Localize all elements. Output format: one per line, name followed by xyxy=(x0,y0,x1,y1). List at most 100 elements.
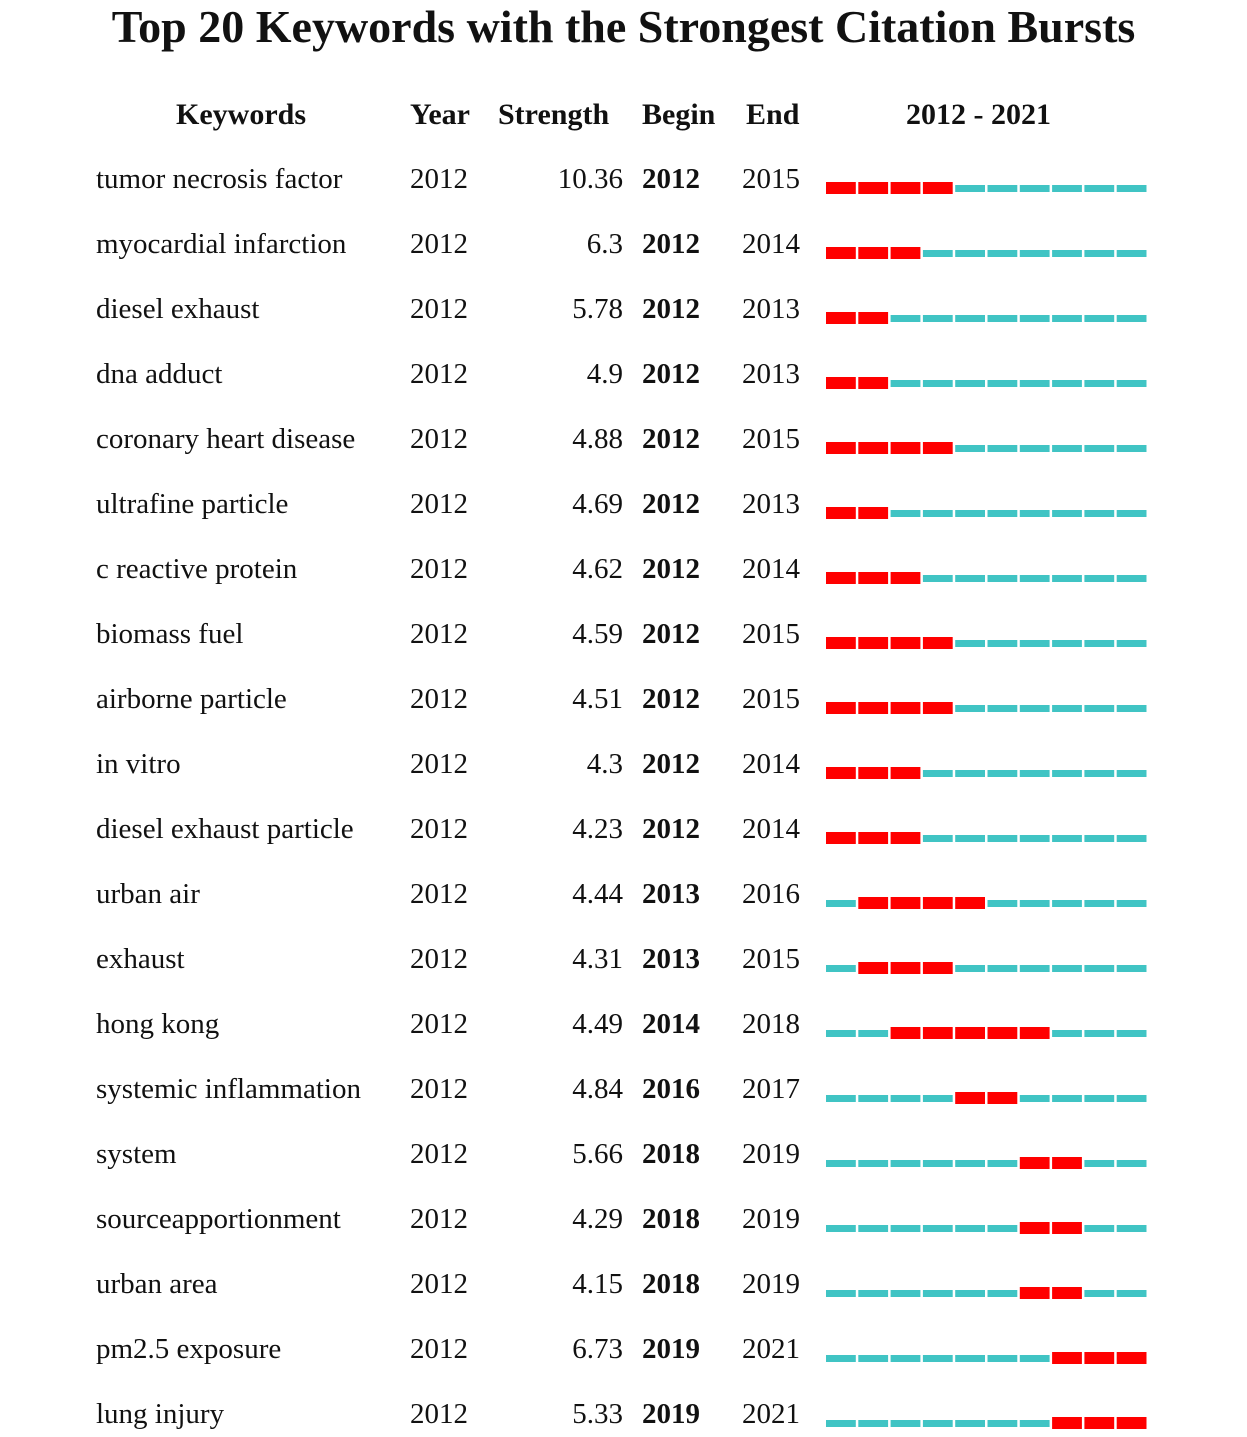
end: 2014 xyxy=(742,553,800,585)
begin: 2013 xyxy=(642,943,700,975)
year-segment xyxy=(1019,380,1050,387)
burst-segment xyxy=(922,1027,953,1039)
year-segment xyxy=(826,1095,856,1102)
year-segment xyxy=(1052,185,1082,192)
strength: 4.59 xyxy=(572,618,623,650)
keyword: ultrafine particle xyxy=(96,488,289,520)
year-segment xyxy=(922,1095,953,1102)
strength: 4.62 xyxy=(572,553,623,585)
burst-segment xyxy=(826,312,856,324)
keyword: diesel exhaust xyxy=(96,293,260,325)
year-segment xyxy=(1052,510,1082,517)
year-segment xyxy=(1116,510,1147,517)
year-segment xyxy=(1084,835,1115,842)
year-segment xyxy=(922,510,953,517)
end: 2013 xyxy=(742,293,800,325)
burst-segment xyxy=(826,182,856,194)
year-segment xyxy=(1084,640,1115,647)
burst-segment xyxy=(1116,1352,1147,1364)
burst-segment xyxy=(858,832,889,844)
strength: 4.29 xyxy=(572,1203,623,1235)
year-segment xyxy=(922,770,953,777)
burst-segment xyxy=(858,442,889,454)
year-segment xyxy=(826,900,856,907)
year-segment xyxy=(1052,965,1082,972)
begin: 2012 xyxy=(642,748,700,780)
strength: 4.23 xyxy=(572,813,623,845)
year-segment xyxy=(922,1160,953,1167)
keyword: airborne particle xyxy=(96,683,287,715)
begin: 2018 xyxy=(642,1203,700,1235)
year-segment xyxy=(1019,445,1050,452)
year-segment xyxy=(1052,315,1082,322)
year: 2012 xyxy=(410,228,468,260)
burst-segment xyxy=(890,442,921,454)
burst-segment xyxy=(1052,1222,1082,1234)
year-segment xyxy=(955,315,985,322)
burst-segment xyxy=(1019,1027,1050,1039)
year-segment xyxy=(1084,965,1115,972)
year-segment xyxy=(1052,380,1082,387)
year-segment xyxy=(955,1225,985,1232)
year-segment xyxy=(1116,1225,1147,1232)
year-segment xyxy=(987,1420,1018,1427)
year-segment xyxy=(922,575,953,582)
year-segment xyxy=(1019,185,1050,192)
year-segment xyxy=(1019,835,1050,842)
year-segment xyxy=(1116,1290,1147,1297)
burst-segment xyxy=(1052,1287,1082,1299)
year-segment xyxy=(1116,380,1147,387)
end: 2014 xyxy=(742,228,800,260)
year-segment xyxy=(987,835,1018,842)
begin: 2012 xyxy=(642,618,700,650)
year-segment xyxy=(987,185,1018,192)
year-segment xyxy=(987,380,1018,387)
year: 2012 xyxy=(410,878,468,910)
year-segment xyxy=(955,1420,985,1427)
year-segment xyxy=(987,575,1018,582)
year-segment xyxy=(1084,1290,1115,1297)
year-segment xyxy=(955,185,985,192)
year: 2012 xyxy=(410,748,468,780)
keyword: diesel exhaust particle xyxy=(96,813,354,845)
burst-segment xyxy=(955,897,985,909)
year-segment xyxy=(987,1290,1018,1297)
year-segment xyxy=(1084,185,1115,192)
year-segment xyxy=(858,1290,889,1297)
strength: 4.49 xyxy=(572,1008,623,1040)
year: 2012 xyxy=(410,1268,468,1300)
year-segment xyxy=(890,1290,921,1297)
end: 2015 xyxy=(742,683,800,715)
burst-segment xyxy=(1052,1157,1082,1169)
burst-segment xyxy=(922,897,953,909)
burst-segment xyxy=(890,182,921,194)
year-segment xyxy=(1052,250,1082,257)
year-segment xyxy=(1084,1160,1115,1167)
year-segment xyxy=(1084,1095,1115,1102)
keyword: in vitro xyxy=(96,748,181,780)
burst-segment xyxy=(955,1027,985,1039)
year: 2012 xyxy=(410,1203,468,1235)
title: Top 20 Keywords with the Strongest Citat… xyxy=(111,1,1136,52)
year-segment xyxy=(1116,835,1147,842)
keyword: urban area xyxy=(96,1268,218,1300)
year-segment xyxy=(826,1160,856,1167)
burst-segment xyxy=(890,832,921,844)
year-segment xyxy=(955,770,985,777)
year-segment xyxy=(1084,1225,1115,1232)
strength: 5.66 xyxy=(572,1138,623,1170)
year-segment xyxy=(1052,575,1082,582)
year: 2012 xyxy=(410,813,468,845)
year-segment xyxy=(1019,705,1050,712)
header-keywords: Keywords xyxy=(176,98,306,131)
end: 2013 xyxy=(742,358,800,390)
year-segment xyxy=(1116,1095,1147,1102)
strength: 4.9 xyxy=(586,358,623,390)
year: 2012 xyxy=(410,1138,468,1170)
keyword: myocardial infarction xyxy=(96,228,347,260)
year-segment xyxy=(987,1160,1018,1167)
begin: 2019 xyxy=(642,1333,700,1365)
year-segment xyxy=(1052,900,1082,907)
year-segment xyxy=(1084,510,1115,517)
year: 2012 xyxy=(410,1008,468,1040)
